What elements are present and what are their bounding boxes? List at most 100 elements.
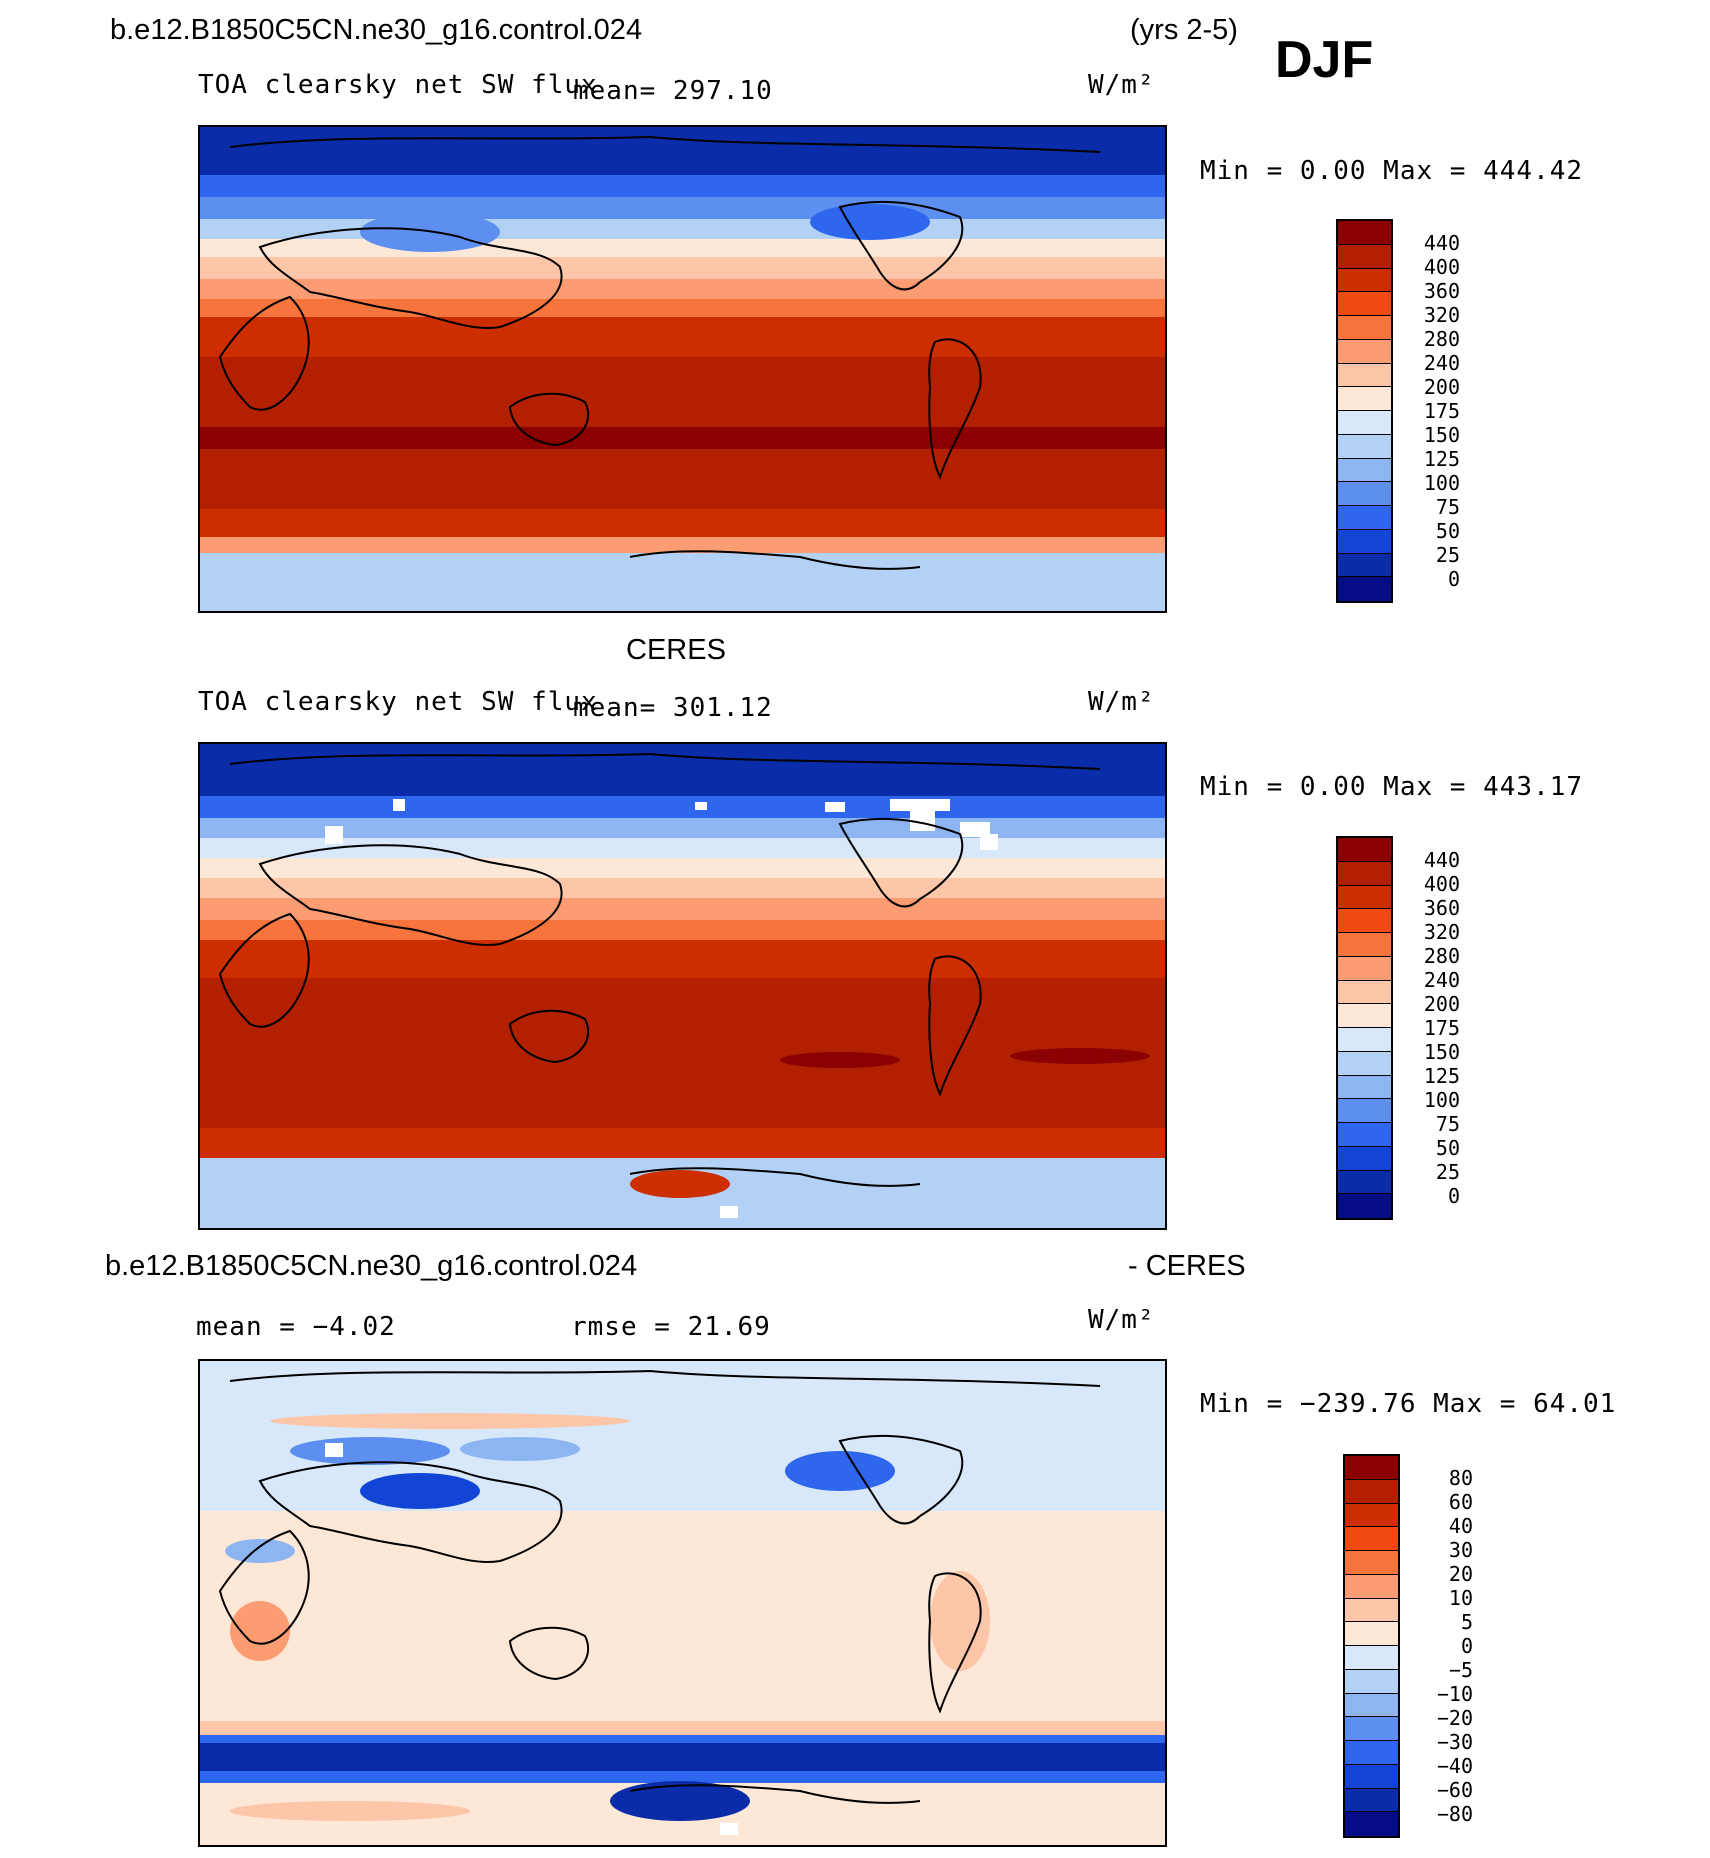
- colorbar-tick-label: 125: [1423, 1064, 1460, 1088]
- panel1-colorbar-labels: 440 400 360 320 280 240 200 175 150 125 100 75 50 25 0: [1400, 219, 1460, 603]
- panel3-coastlines: [218, 1369, 1101, 1804]
- panel3-heading-right: - CERES: [1128, 1250, 1246, 1282]
- colorbar-tick-label: 280: [1423, 944, 1460, 968]
- colorbar-tick-label: 150: [1423, 423, 1460, 447]
- panel3-colorbar-labels: 80 60 40 30 20 10 5 0 −5 −10 −20 −30 −40 −60 −80: [1413, 1454, 1473, 1838]
- colorbar-box: [1338, 933, 1391, 957]
- colorbar-tick-label: 80: [1448, 1466, 1473, 1490]
- colorbar-box: [1338, 363, 1391, 388]
- colorbar-box: [1345, 1788, 1398, 1813]
- panel3-minmax: Min = −239.76 Max = 64.01: [1200, 1389, 1617, 1419]
- colorbar-box: [1345, 1598, 1398, 1623]
- colorbar-box: [1345, 1456, 1398, 1480]
- colorbar-tick-label: 200: [1423, 375, 1460, 399]
- colorbar-tick-label: −40: [1436, 1754, 1473, 1778]
- panel3-rmse: rmse = 21.69: [571, 1312, 771, 1342]
- colorbar-tick-label: 125: [1423, 447, 1460, 471]
- colorbar-box: [1338, 316, 1391, 340]
- panel1-units: W/m²: [1088, 70, 1155, 100]
- colorbar-box: [1338, 980, 1391, 1005]
- colorbar-box: [1338, 411, 1391, 435]
- colorbar-box: [1338, 1194, 1391, 1218]
- colorbar-tick-label: 60: [1448, 1490, 1473, 1514]
- case-title: b.e12.B1850C5CN.ne30_g16.control.024: [110, 14, 643, 46]
- panel3-map: [198, 1359, 1167, 1847]
- panel1-colorbar: [1336, 219, 1393, 603]
- colorbar-box: [1338, 1028, 1391, 1052]
- colorbar-box: [1345, 1717, 1398, 1741]
- colorbar-tick-label: 30: [1448, 1538, 1473, 1562]
- colorbar-box: [1338, 1004, 1391, 1028]
- colorbar-tick-label: 440: [1423, 848, 1460, 872]
- colorbar-tick-label: 0: [1460, 1634, 1473, 1658]
- colorbar-box: [1338, 838, 1391, 862]
- colorbar-box: [1338, 1099, 1391, 1123]
- panel2-mean: mean= 301.12: [573, 693, 773, 723]
- colorbar-tick-label: −80: [1436, 1802, 1473, 1826]
- panel2-bands: [200, 744, 1165, 1228]
- colorbar-tick-label: 40: [1448, 1514, 1473, 1538]
- colorbar-tick-label: 400: [1423, 255, 1460, 279]
- colorbar-box: [1345, 1503, 1398, 1528]
- colorbar-tick-label: 200: [1423, 992, 1460, 1016]
- colorbar-tick-label: 360: [1423, 279, 1460, 303]
- panel2-colorbar: [1336, 836, 1393, 1220]
- colorbar-box: [1345, 1527, 1398, 1551]
- panel3-bands: [200, 1361, 1165, 1845]
- colorbar-tick-label: 100: [1423, 1088, 1460, 1112]
- colorbar-tick-label: 240: [1423, 968, 1460, 992]
- panel2-heading: CERES: [626, 634, 726, 666]
- colorbar-tick-label: −60: [1436, 1778, 1473, 1802]
- colorbar-box: [1338, 339, 1391, 364]
- colorbar-box: [1345, 1741, 1398, 1765]
- panel2-minmax: Min = 0.00 Max = 443.17: [1200, 772, 1584, 802]
- panel2-variable: TOA clearsky net SW flux: [198, 687, 598, 717]
- panel1-coastlines: [218, 135, 1101, 570]
- colorbar-tick-label: 320: [1423, 303, 1460, 327]
- colorbar-box: [1345, 1764, 1398, 1789]
- colorbar-tick-label: 400: [1423, 872, 1460, 896]
- colorbar-box: [1338, 1170, 1391, 1195]
- colorbar-tick-label: 0: [1447, 567, 1460, 591]
- colorbar-box: [1345, 1479, 1398, 1504]
- panel1-variable: TOA clearsky net SW flux: [198, 70, 598, 100]
- colorbar-tick-label: −30: [1436, 1730, 1473, 1754]
- colorbar-tick-label: 240: [1423, 351, 1460, 375]
- colorbar-box: [1338, 885, 1391, 910]
- panel3-missing: [325, 1443, 738, 1835]
- colorbar-tick-label: 280: [1423, 327, 1460, 351]
- colorbar-tick-label: 50: [1435, 519, 1460, 543]
- colorbar-tick-label: 75: [1435, 1112, 1460, 1136]
- colorbar-tick-label: 175: [1423, 1016, 1460, 1040]
- colorbar-tick-label: 360: [1423, 896, 1460, 920]
- colorbar-tick-label: 440: [1423, 231, 1460, 255]
- colorbar-box: [1345, 1551, 1398, 1575]
- colorbar-tick-label: 320: [1423, 920, 1460, 944]
- colorbar-box: [1338, 268, 1391, 293]
- colorbar-box: [1338, 1075, 1391, 1100]
- colorbar-box: [1345, 1812, 1398, 1836]
- panel3-anomalies: [225, 1413, 990, 1821]
- colorbar-tick-label: −20: [1436, 1706, 1473, 1730]
- colorbar-box: [1338, 221, 1391, 245]
- season-label: DJF: [1275, 31, 1374, 89]
- colorbar-tick-label: 100: [1423, 471, 1460, 495]
- colorbar-box: [1345, 1622, 1398, 1646]
- colorbar-tick-label: 5: [1460, 1610, 1473, 1634]
- colorbar-box: [1338, 434, 1391, 459]
- colorbar-box: [1338, 244, 1391, 269]
- panel1-minmax: Min = 0.00 Max = 444.42: [1200, 156, 1584, 186]
- colorbar-box: [1338, 956, 1391, 981]
- colorbar-box: [1338, 529, 1391, 554]
- panel1-mean: mean= 297.10: [573, 76, 773, 106]
- colorbar-box: [1345, 1574, 1398, 1599]
- colorbar-tick-label: 10: [1448, 1586, 1473, 1610]
- colorbar-box: [1338, 909, 1391, 933]
- colorbar-box: [1338, 387, 1391, 411]
- colorbar-box: [1345, 1646, 1398, 1670]
- panel3-units: W/m²: [1088, 1305, 1155, 1335]
- panel3-mean: mean = −4.02: [196, 1312, 396, 1342]
- colorbar-tick-label: 25: [1435, 543, 1460, 567]
- panel1-bands: [200, 127, 1165, 611]
- colorbar-box: [1338, 553, 1391, 578]
